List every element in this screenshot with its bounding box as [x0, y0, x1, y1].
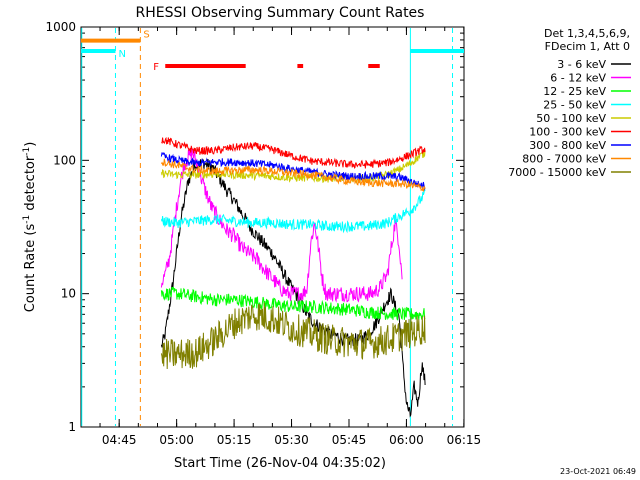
x-axis-label: Start Time (26-Nov-04 04:35:02): [174, 456, 386, 471]
x-tick-label: 04:45: [102, 433, 137, 447]
y-label-sup2: -1: [22, 147, 32, 156]
x-tick-label: 05:30: [274, 433, 309, 447]
legend-entry-label: 50 - 100 keV: [536, 112, 606, 125]
y-label-main: Count Rate (s: [23, 224, 38, 313]
y-axis: 1 10 100 1000: [45, 20, 464, 434]
flag-label: F: [153, 62, 159, 73]
y-tick-label: 10: [61, 287, 76, 301]
series-line: [160, 158, 426, 192]
y-label-end: ): [23, 142, 38, 147]
y-axis-label: Count Rate (s-1 detector-1): [22, 142, 38, 313]
y-label-sup1: -1: [22, 215, 32, 224]
series-line: [160, 189, 426, 234]
series-line: [160, 152, 426, 192]
series-line: [160, 149, 426, 184]
flag-label: S: [143, 30, 149, 41]
timestamp: 23-Oct-2021 06:49: [560, 467, 636, 476]
legend-entry-label: 300 - 800 keV: [529, 139, 606, 152]
time-markers: [81, 28, 454, 426]
legend-entry-label: 100 - 300 keV: [529, 126, 606, 139]
x-tick-label: 05:45: [332, 433, 367, 447]
series-lines: [160, 136, 426, 418]
y-label-mid: detector: [23, 155, 38, 215]
y-tick-label: 1000: [45, 20, 76, 34]
y-tick-label: 100: [53, 153, 76, 167]
legend-entry-label: 6 - 12 keV: [550, 72, 606, 85]
legend-entry-label: 12 - 25 keV: [543, 85, 606, 98]
legend-entry-label: 25 - 50 keV: [543, 99, 606, 112]
x-tick-label: 06:15: [447, 433, 482, 447]
legend-header-1: Det 1,3,4,5,6,9,: [544, 27, 630, 40]
flag-bars: N S F: [81, 30, 464, 73]
legend-entry-label: 3 - 6 keV: [557, 58, 606, 71]
x-tick-label: 05:00: [159, 433, 194, 447]
legend-header-2: FDecim 1, Att 0: [545, 40, 630, 53]
y-tick-label: 1: [68, 420, 76, 434]
x-axis: 04:45 05:00 05:15 05:30 05:45 06:00 06:15: [99, 27, 482, 447]
legend-entry-label: 800 - 7000 keV: [522, 153, 606, 166]
legend-entry-label: 7000 - 15000 keV: [508, 166, 606, 179]
x-tick-label: 06:00: [389, 433, 424, 447]
series-line: [161, 136, 426, 169]
x-tick-label: 05:15: [217, 433, 252, 447]
plot-frame: [80, 26, 465, 428]
chart-title: RHESSI Observing Summary Count Rates: [136, 5, 425, 21]
series-line: [160, 302, 426, 370]
legend: Det 1,3,4,5,6,9, FDecim 1, Att 0 3 - 6 k…: [508, 27, 631, 179]
flag-label: N: [118, 49, 125, 60]
series-line: [160, 286, 426, 321]
series-line: [160, 147, 403, 303]
